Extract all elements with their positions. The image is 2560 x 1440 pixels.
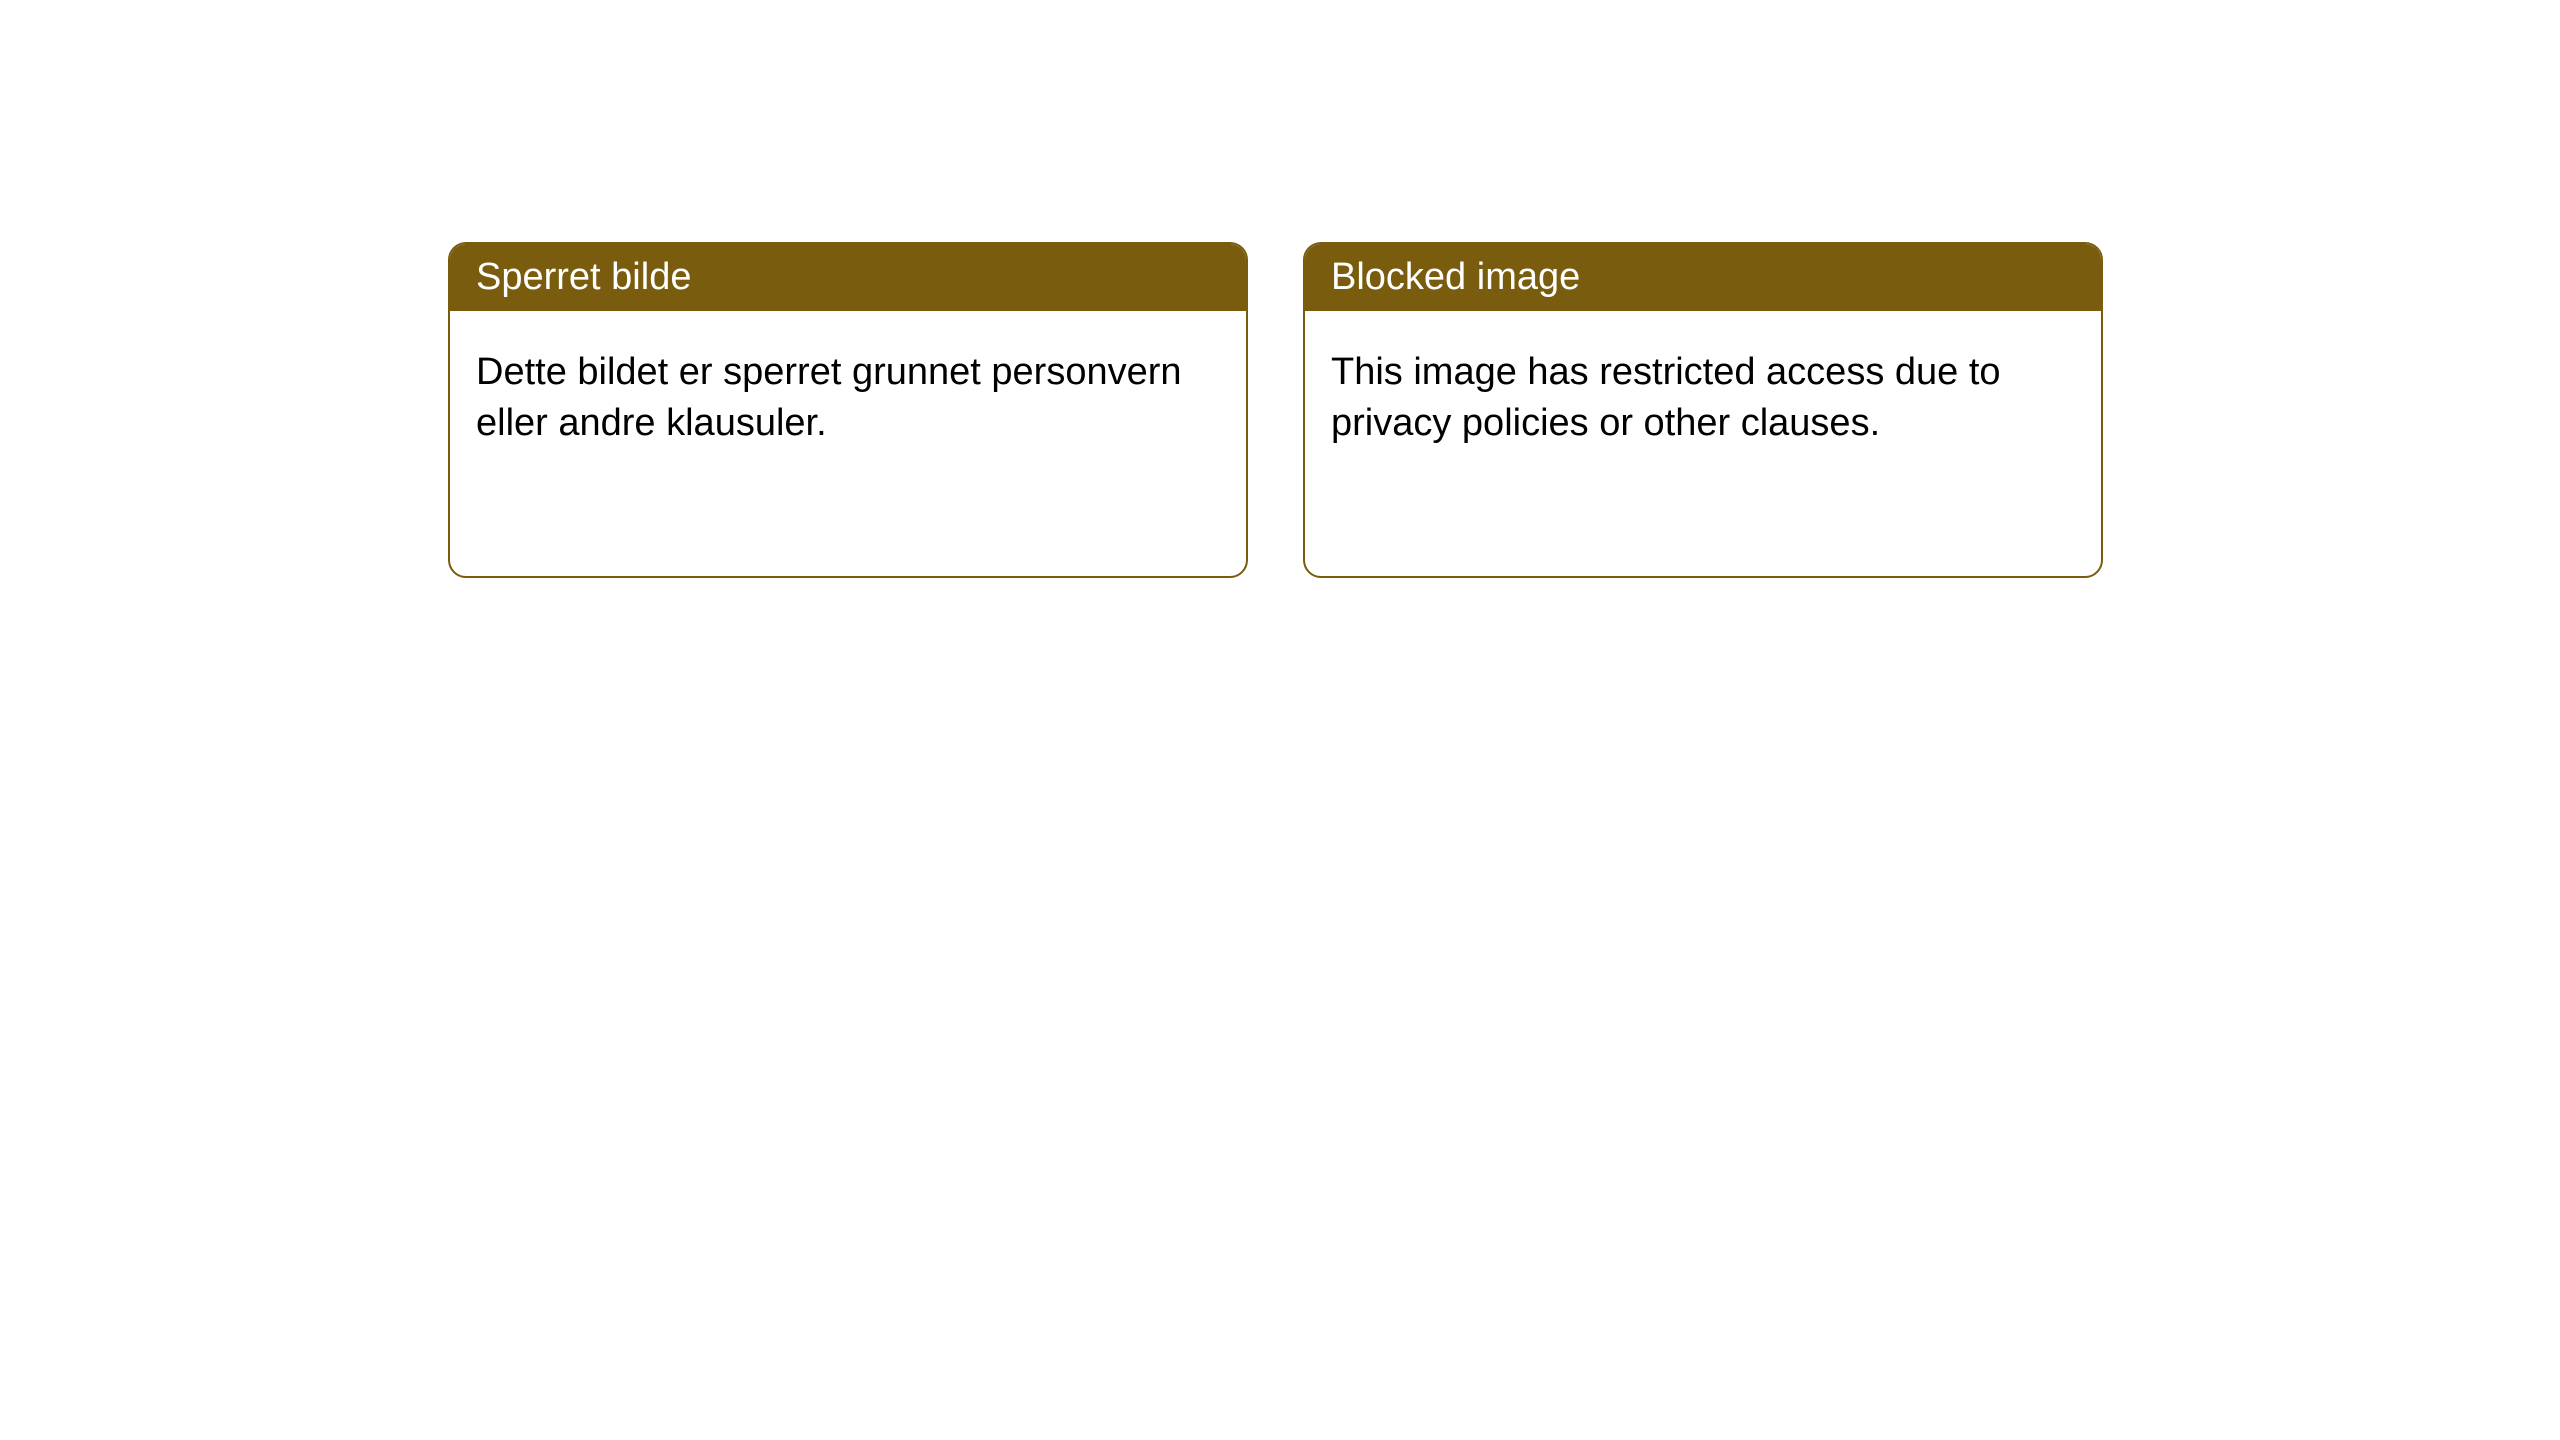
card-body-en: This image has restricted access due to …: [1305, 311, 2101, 486]
card-body-no: Dette bildet er sperret grunnet personve…: [450, 311, 1246, 486]
blocked-image-cards: Sperret bilde Dette bildet er sperret gr…: [448, 242, 2103, 578]
card-header-en: Blocked image: [1305, 244, 2101, 311]
blocked-image-card-no: Sperret bilde Dette bildet er sperret gr…: [448, 242, 1248, 578]
blocked-image-card-en: Blocked image This image has restricted …: [1303, 242, 2103, 578]
card-header-no: Sperret bilde: [450, 244, 1246, 311]
